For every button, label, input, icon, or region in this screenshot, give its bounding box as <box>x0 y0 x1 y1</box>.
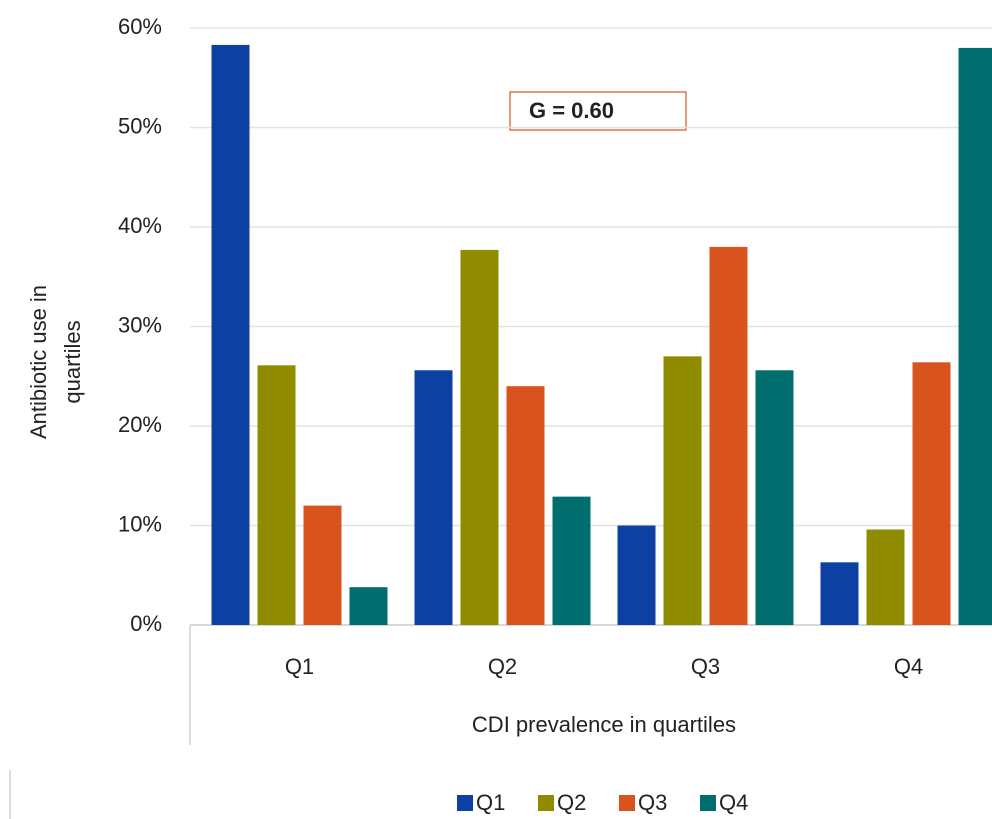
y-tick-label: 40% <box>118 213 162 238</box>
bar <box>552 496 591 625</box>
bar <box>912 362 951 625</box>
bar <box>414 370 453 625</box>
bar <box>820 562 859 625</box>
bar <box>709 246 748 625</box>
bar <box>755 370 794 625</box>
bar <box>958 47 992 625</box>
bar <box>506 386 545 625</box>
y-tick-label: 30% <box>118 312 162 337</box>
legend-swatch <box>619 795 635 811</box>
x-tick-label: Q3 <box>691 654 720 679</box>
legend-swatch <box>457 795 473 811</box>
y-axis-title-line: Antibiotic use in <box>26 285 51 439</box>
y-tick-label: 60% <box>118 14 162 39</box>
y-tick-label: 10% <box>118 511 162 536</box>
legend-label: Q2 <box>557 790 586 815</box>
y-axis-title-line: quartiles <box>60 320 85 403</box>
legend-label: Q1 <box>476 790 505 815</box>
legend-label: Q3 <box>638 790 667 815</box>
bar <box>460 249 499 625</box>
x-tick-label: Q4 <box>894 654 923 679</box>
y-tick-label: 0% <box>130 611 162 636</box>
x-axis-title: CDI prevalence in quartiles <box>472 712 736 737</box>
y-tick-label: 50% <box>118 113 162 138</box>
bar <box>663 356 702 625</box>
x-tick-label: Q1 <box>285 654 314 679</box>
legend-swatch <box>538 795 554 811</box>
y-axis-title: Antibiotic use in quartiles <box>26 285 85 439</box>
y-tick-label: 20% <box>118 412 162 437</box>
annotation: G = 0.60 <box>529 98 614 123</box>
bar <box>257 365 296 625</box>
legend-swatch <box>700 795 716 811</box>
bar <box>866 529 905 625</box>
legend-label: Q4 <box>719 790 748 815</box>
x-tick-label: Q2 <box>488 654 517 679</box>
bar <box>211 44 250 626</box>
annotation-box <box>509 91 687 131</box>
bar <box>303 505 342 625</box>
bar <box>617 525 656 625</box>
bar <box>349 587 388 625</box>
